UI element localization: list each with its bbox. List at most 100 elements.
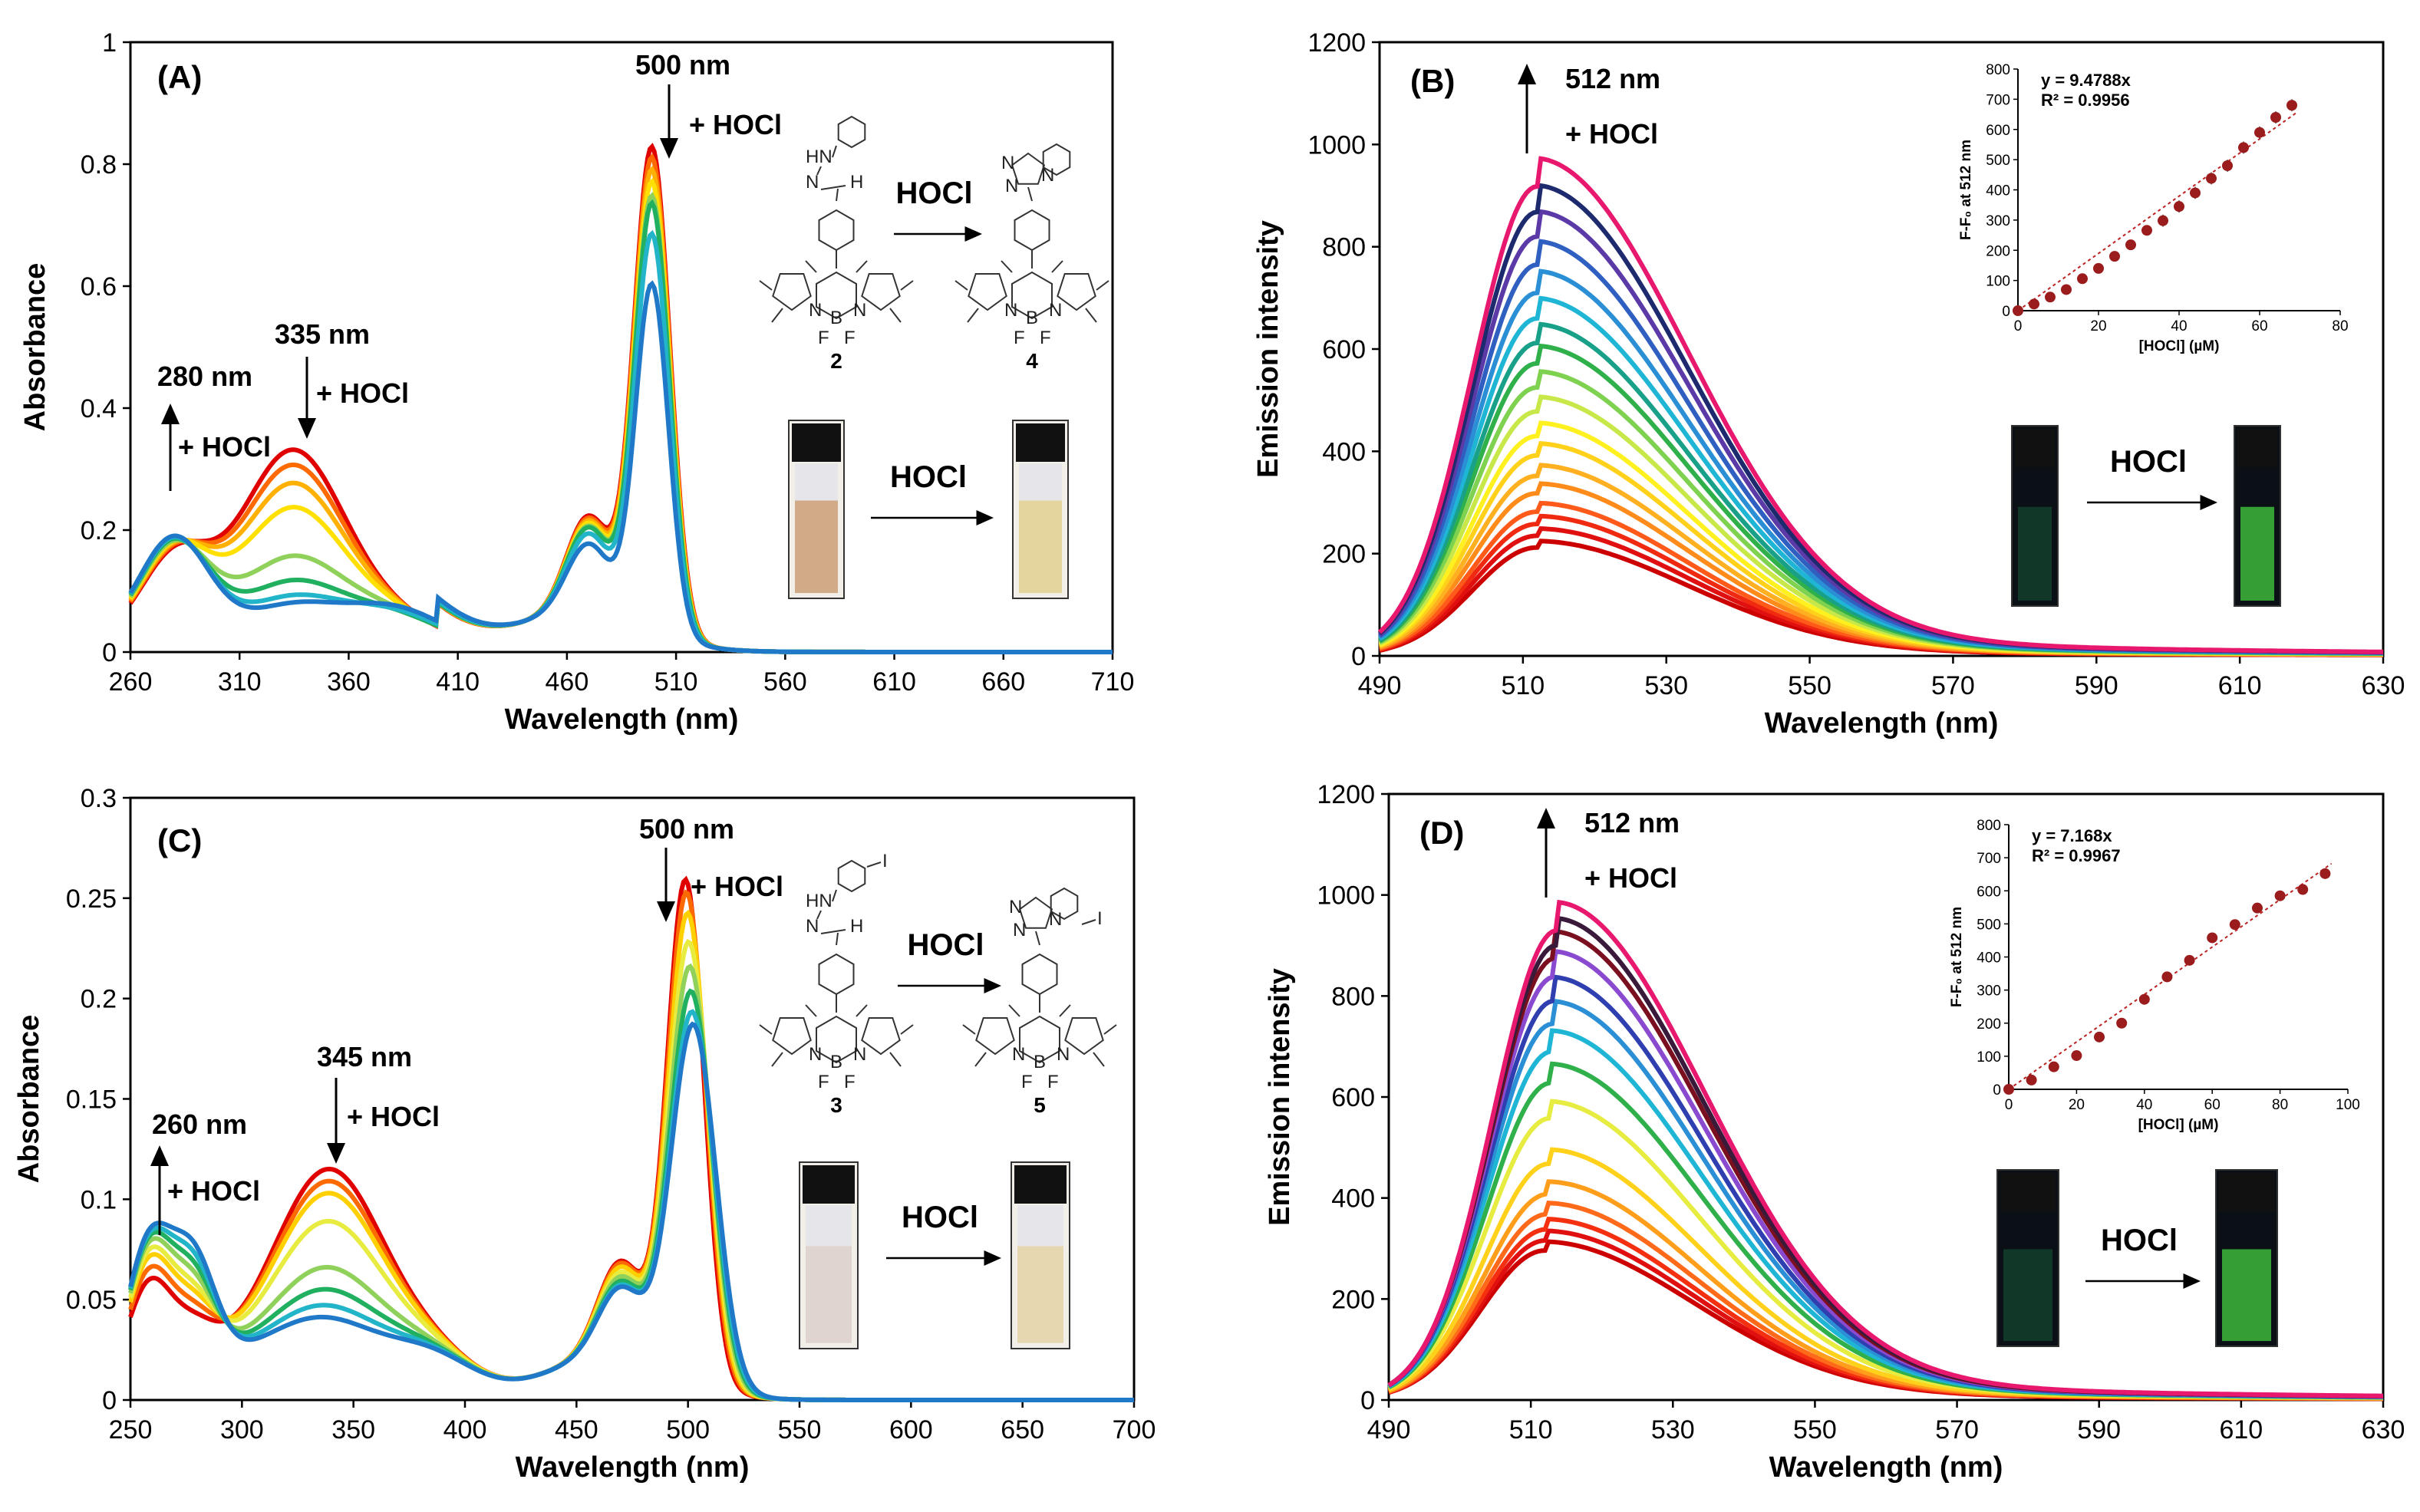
- inset-data-point: [2254, 127, 2265, 138]
- vial-arrow: HOCl: [2087, 445, 2217, 510]
- x-tick-label: 490: [1367, 1415, 1411, 1444]
- spectrum-line: [1387, 899, 2383, 1398]
- methyl-bond: [1008, 1004, 1020, 1017]
- spectrum-line: [128, 1021, 1134, 1402]
- inset-calibration-plot: 0 20 40 60 80 100 0 100 200 300 400 500 600 700 800 [HO…: [1949, 818, 2360, 1133]
- atom-label: F: [818, 1072, 829, 1092]
- y-tick-label: 400: [1322, 437, 1366, 466]
- inset-equation: y = 9.4788x: [2041, 71, 2132, 90]
- x-tick-label: 260: [109, 667, 153, 697]
- inset-data-point: [2071, 1050, 2082, 1062]
- atom-label: N: [1049, 909, 1062, 930]
- x-tick-label: 510: [1501, 671, 1545, 700]
- x-tick-label: 700: [1113, 1415, 1156, 1444]
- pyridine-ring: [1042, 143, 1071, 176]
- inset-data-point: [2045, 292, 2056, 303]
- vial-arrow: HOCl: [2085, 1224, 2201, 1289]
- y-axis-label: Absorbance: [13, 1015, 45, 1184]
- y-axis-label: Absorbance: [19, 263, 51, 432]
- compound-number: 3: [830, 1093, 842, 1117]
- inset-y-tick-label: 200: [1986, 243, 2010, 259]
- atom-label: N: [1001, 153, 1014, 173]
- methyl-bond: [900, 1024, 914, 1035]
- inset-data-point: [2174, 201, 2184, 212]
- spectra-series: [1387, 899, 2384, 1402]
- y-tick-label: 0.05: [66, 1286, 117, 1315]
- bond: [836, 932, 839, 946]
- methyl-bond: [900, 280, 914, 291]
- vial-before: [2011, 425, 2059, 607]
- vial-liquid: [2222, 1249, 2271, 1342]
- inset-data-point: [2251, 902, 2263, 914]
- inset-data-point: [2013, 305, 2023, 316]
- inset-data-point: [2286, 100, 2297, 111]
- peak-label-345: 345 nm: [317, 1041, 412, 1072]
- inset-y-tick-label: 300: [1977, 983, 2001, 1000]
- change-label-260: + HOCl: [167, 1175, 260, 1207]
- y-tick-label: 0: [1360, 1386, 1375, 1415]
- inset-data-point: [2003, 1084, 2014, 1095]
- vial-after: [2215, 1169, 2278, 1347]
- y-axis-ticks: 0 200 400 600 800 1000 1200: [1317, 780, 1389, 1415]
- inset-y-tick-label: 800: [1977, 818, 2001, 834]
- inset-x-tick-label: 40: [2136, 1097, 2152, 1113]
- atom-label: F: [1040, 328, 1051, 348]
- inset-data-point: [2061, 284, 2072, 295]
- peak-label-512: 512 nm: [1565, 63, 1660, 94]
- pyrrole-ring-right: [1064, 1017, 1104, 1056]
- change-label-512: + HOCl: [1584, 862, 1677, 894]
- vial-headspace: [1019, 463, 1062, 501]
- y-tick-label: 0: [102, 1386, 117, 1415]
- inset-y-tick-label: 700: [1986, 92, 2010, 108]
- reaction-reagent-label: HOCl: [902, 1201, 978, 1234]
- peak-label-280: 280 nm: [157, 361, 252, 392]
- y-tick-label: 0: [102, 638, 117, 667]
- inset-x-tick-label: 100: [2336, 1097, 2360, 1113]
- spectrum-line: [1378, 183, 2383, 655]
- pyrrole-ring-left: [975, 1017, 1015, 1056]
- x-tick-label: 610: [872, 667, 916, 697]
- atom-label: N: [806, 172, 819, 193]
- inset-data-point: [2093, 262, 2104, 274]
- panel-a: 260 310 360 410 460 510 560 610 660 710 0 0.2 0.4 0.6…: [19, 28, 1134, 736]
- spectrum-line: [128, 963, 1134, 1402]
- methyl-bond: [954, 280, 968, 291]
- inset-data-point: [2116, 1017, 2128, 1029]
- vial-after: [1012, 420, 1069, 599]
- inset-y-tick-label: 700: [1977, 851, 2001, 867]
- inset-x-tick-label: 0: [2014, 318, 2023, 334]
- bond: [820, 929, 846, 934]
- x-tick-label: 250: [109, 1415, 153, 1444]
- spectrum-line: [128, 153, 1113, 654]
- panel-c: 250 300 350 400 450 500 550 600 650 700 0 0.05 0.1 0.…: [13, 784, 1156, 1484]
- inset-calibration-plot: 0 20 40 60 800100200300400500600700800[HOCl]…: [1958, 62, 2349, 354]
- vial-after: [1011, 1161, 1070, 1349]
- atom-label: N: [853, 300, 866, 321]
- x-tick-label: 630: [2362, 671, 2405, 700]
- y-tick-label: 600: [1331, 1083, 1375, 1112]
- reaction-reagent-label: HOCl: [908, 928, 984, 962]
- x-tick-label: 630: [2362, 1415, 2405, 1444]
- reaction-reagent-label: HOCl: [2101, 1224, 2178, 1257]
- y-tick-label: 0.1: [81, 1185, 117, 1214]
- atom-label: F: [844, 1072, 856, 1092]
- y-tick-label: 1000: [1317, 881, 1375, 911]
- y-tick-label: 1000: [1307, 130, 1366, 160]
- pyrrole-ring-right: [861, 273, 901, 311]
- vial-liquid: [795, 500, 838, 594]
- x-tick-label: 510: [654, 667, 698, 697]
- reaction-reagent-label: HOCl: [890, 460, 967, 494]
- x-tick-label: 550: [1793, 1415, 1837, 1444]
- change-label-345: + HOCl: [347, 1101, 440, 1132]
- y-tick-label: 0.8: [81, 150, 117, 180]
- methyl-bond: [1001, 260, 1013, 273]
- inset-x-tick-label: 60: [2204, 1097, 2221, 1113]
- pyrrole-ring-right: [1057, 273, 1096, 311]
- atom-label: B: [830, 1052, 842, 1072]
- bodipy-central-ring: [1019, 1015, 1060, 1064]
- vial-cap: [2219, 1173, 2274, 1211]
- inset-data-point: [2319, 868, 2331, 879]
- bond: [1035, 931, 1040, 946]
- structure-reactant: HNN HN NBF F2: [759, 115, 914, 373]
